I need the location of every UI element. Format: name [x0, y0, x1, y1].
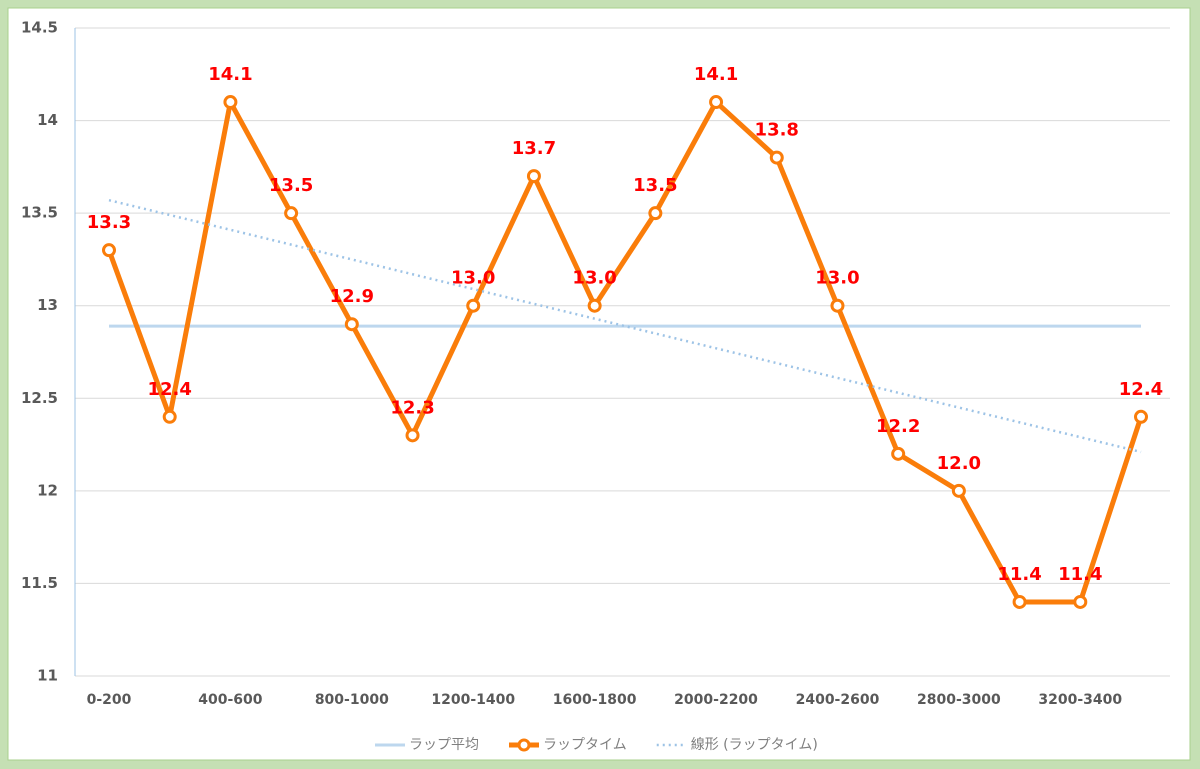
value-label: 13.5 — [269, 175, 313, 196]
value-label: 13.3 — [87, 212, 131, 233]
marker — [223, 95, 238, 110]
marker — [1134, 409, 1148, 424]
chart-area — [7, 7, 1191, 761]
marker — [1012, 594, 1027, 609]
y-tick-label: 14.5 — [21, 19, 58, 37]
marker — [587, 298, 602, 313]
value-label: 13.0 — [451, 268, 495, 289]
value-label: 12.0 — [937, 453, 981, 474]
x-tick-label: 2800-3000 — [917, 692, 1001, 708]
x-tick-label: 1600-1800 — [553, 692, 637, 708]
marker — [284, 206, 299, 221]
value-label: 13.7 — [512, 138, 556, 159]
marker — [344, 317, 359, 332]
value-label: 13.0 — [815, 268, 859, 289]
value-label: 12.2 — [876, 416, 920, 437]
value-label: 12.4 — [1119, 379, 1163, 400]
marker — [102, 243, 116, 258]
value-label: 11.4 — [997, 564, 1041, 585]
value-label: 11.4 — [1058, 564, 1102, 585]
value-label: 12.4 — [147, 379, 191, 400]
marker — [769, 150, 784, 165]
y-tick-label: 12.5 — [21, 389, 58, 407]
value-label: 13.0 — [572, 268, 616, 289]
marker — [891, 446, 906, 461]
marker — [466, 298, 481, 313]
x-tick-label: 2000-2200 — [674, 692, 758, 708]
marker — [162, 409, 177, 424]
marker — [709, 95, 724, 110]
value-label: 14.1 — [208, 64, 252, 85]
y-tick-label: 13.5 — [21, 204, 58, 222]
value-label: 12.9 — [330, 286, 374, 307]
value-label: 14.1 — [694, 64, 738, 85]
value-label: 12.3 — [390, 397, 434, 418]
marker — [830, 298, 845, 313]
legend-label: ラップ平均 — [409, 737, 479, 753]
x-tick-label: 2400-2600 — [796, 692, 880, 708]
value-label: 13.5 — [633, 175, 677, 196]
legend-label: ラップタイム — [543, 737, 627, 753]
y-tick-label: 11 — [37, 667, 58, 685]
marker — [405, 428, 420, 443]
marker — [951, 483, 966, 498]
y-tick-label: 11.5 — [21, 574, 58, 592]
value-label: 13.8 — [755, 120, 799, 141]
legend-marker — [517, 738, 531, 752]
x-tick-label: 1200-1400 — [431, 692, 515, 708]
marker — [648, 206, 663, 221]
y-tick-label: 14 — [37, 111, 58, 129]
legend-label: 線形 (ラップタイム) — [691, 737, 818, 753]
marker — [526, 169, 541, 184]
x-tick-label: 800-1000 — [315, 692, 389, 708]
x-tick-label: 3200-3400 — [1038, 692, 1122, 708]
marker — [1073, 594, 1088, 609]
x-tick-label: 0-200 — [87, 692, 132, 708]
y-tick-label: 13 — [37, 296, 58, 314]
x-tick-label: 400-600 — [198, 692, 263, 708]
y-tick-label: 12 — [37, 481, 58, 499]
series-line — [106, 99, 1144, 605]
